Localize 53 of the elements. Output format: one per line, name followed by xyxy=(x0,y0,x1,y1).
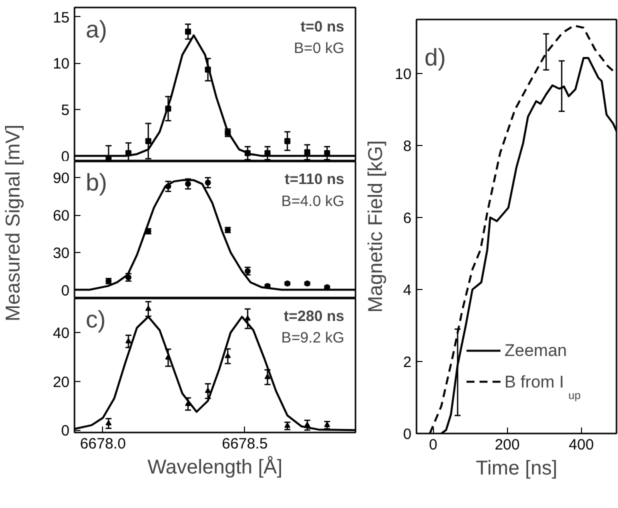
y-tick-label: 30 xyxy=(52,244,70,262)
point xyxy=(125,338,132,344)
y-tick-label: 4 xyxy=(403,282,412,299)
point xyxy=(264,374,271,380)
annotation: d) xyxy=(424,44,446,72)
point xyxy=(106,420,112,426)
point xyxy=(284,422,290,428)
point xyxy=(244,315,251,321)
y-axis-title: Magnetic Field [kG] xyxy=(364,140,387,313)
y-tick-label: 5 xyxy=(61,102,70,120)
point xyxy=(304,149,310,156)
annotation: B=9.2 kG xyxy=(281,330,344,347)
y-tick-label: 15 xyxy=(52,9,70,26)
legend-label: B from Iup xyxy=(504,372,581,402)
x-tick-label: 200 xyxy=(494,436,520,454)
annotation: B=0 kG xyxy=(294,40,344,57)
point xyxy=(145,306,152,311)
y-tick-label: 6 xyxy=(403,210,412,227)
x-tick-label: 6678.0 xyxy=(80,436,126,452)
point xyxy=(185,180,192,187)
x-tick-label: 0 xyxy=(428,436,438,454)
annotation: t=0 ns xyxy=(300,18,344,36)
legend-label: Zeeman xyxy=(504,341,567,360)
x-tick-label: 400 xyxy=(568,436,594,454)
annotation: t=110 ns xyxy=(284,171,344,188)
y-tick-label: 2 xyxy=(403,354,412,371)
x-tick-label: 6678.5 xyxy=(222,436,268,452)
point xyxy=(284,280,290,287)
y-axis-title: Measured Signal [mV] xyxy=(2,124,25,322)
point xyxy=(224,352,231,358)
y-tick-label: 10 xyxy=(394,66,412,83)
annotation: a) xyxy=(86,16,108,44)
y-tick-label: 8 xyxy=(403,138,412,155)
y-tick-label: 60 xyxy=(52,208,70,225)
y-tick-label: 10 xyxy=(52,56,70,73)
annotation: t=280 ns xyxy=(284,308,344,325)
y-tick-label: 0 xyxy=(61,422,70,440)
point xyxy=(185,28,192,35)
annotation: b) xyxy=(86,170,108,197)
point xyxy=(145,138,152,144)
y-tick-label: 0 xyxy=(61,282,70,300)
point xyxy=(204,180,211,186)
point xyxy=(324,422,330,428)
y-tick-label: 40 xyxy=(52,325,70,342)
point xyxy=(204,388,211,394)
x-axis-title: Time [ns] xyxy=(476,458,558,480)
y-tick-label: 90 xyxy=(52,170,70,188)
point xyxy=(304,280,310,287)
annotation: c) xyxy=(86,306,106,334)
annotation: B=4.0 kG xyxy=(281,192,344,210)
point xyxy=(284,138,290,144)
y-tick-label: 20 xyxy=(52,374,70,391)
x-axis-title: Wavelength [Å] xyxy=(148,456,282,478)
